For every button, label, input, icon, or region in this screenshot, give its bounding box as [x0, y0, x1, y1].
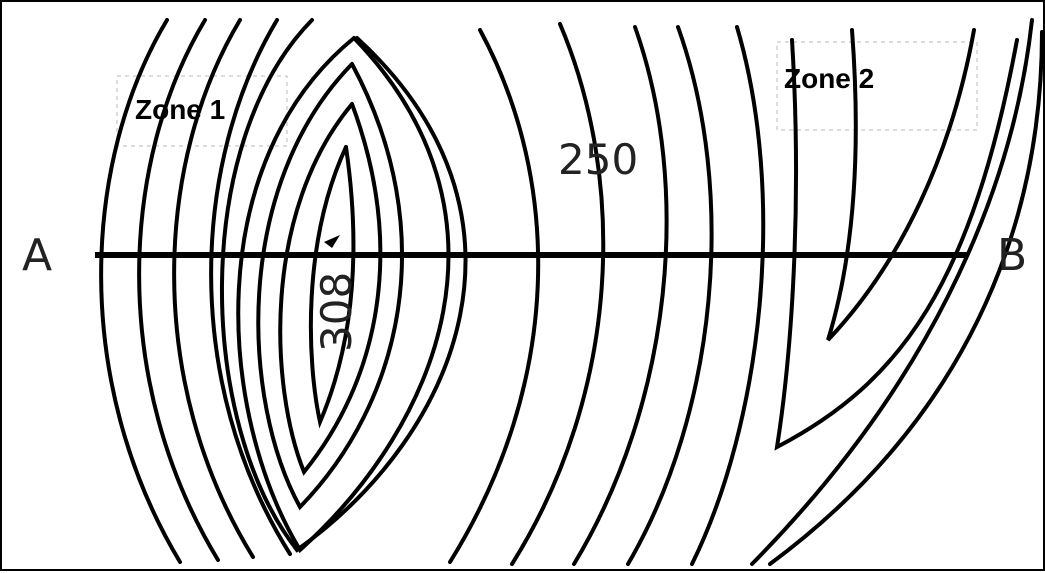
contour-line	[750, 18, 1034, 566]
contour-line	[626, 25, 714, 566]
zone-2-label: Zone 2	[784, 63, 874, 94]
contour-line	[209, 18, 292, 556]
peak-elevation-label: 308	[312, 272, 361, 352]
hill-contour-3	[256, 62, 405, 511]
contour-line	[448, 28, 541, 564]
endpoint-a-label: A	[22, 230, 52, 281]
valley-contour-inner	[826, 28, 976, 342]
endpoint-b-label: B	[997, 230, 1027, 281]
valley-contour-outer	[774, 38, 1019, 451]
contour-line	[99, 18, 182, 564]
zone-1-box	[116, 75, 288, 147]
zone-2-box-outline	[776, 41, 978, 131]
peak-marker-icon	[324, 235, 340, 248]
contour-line	[172, 18, 255, 559]
zone-1-label: Zone 1	[135, 94, 225, 125]
hill-contour-2	[236, 36, 451, 554]
hill-contour-4	[278, 102, 383, 476]
contour-line	[572, 25, 669, 566]
contour-line	[137, 18, 220, 562]
contour-line	[768, 30, 1044, 566]
contour-line	[510, 22, 606, 566]
hill-contour-summit	[308, 145, 356, 429]
contour-label-250: 250	[558, 135, 638, 184]
zone-2-box	[776, 41, 978, 131]
contour-line	[690, 25, 766, 566]
